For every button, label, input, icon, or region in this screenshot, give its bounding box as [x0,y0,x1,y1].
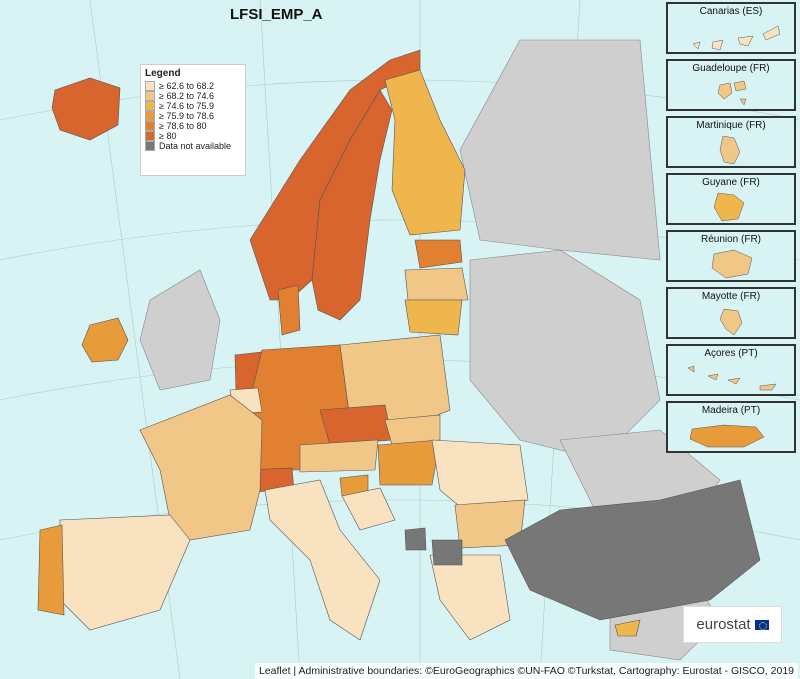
inset-label: Réunion (FR) [700,234,762,245]
inset-maps: Canarias (ES) Guadeloupe (FR) Martinique… [666,2,798,458]
legend-swatch [145,101,155,111]
legend-title: Legend [145,68,181,79]
inset-label: Martinique (FR) [696,120,766,131]
region-greece[interactable] [429,554,511,641]
region-latvia[interactable] [404,267,469,301]
legend: Legend ≥ 62.6 to 68.2 ≥ 68.2 to 74.6 ≥ 7… [140,64,246,176]
inset-label: Guadeloupe (FR) [692,63,770,74]
legend-swatch [145,131,155,141]
inset-martinique[interactable]: Martinique (FR) [666,116,796,168]
inset-reunion[interactable]: Réunion (FR) [666,230,796,282]
eu-flag-icon [754,619,769,630]
legend-item: ≥ 74.6 to 75.9 [145,101,241,111]
inset-label: Canarias (ES) [699,6,763,17]
legend-item: ≥ 78.6 to 80 [145,121,241,131]
inset-label: Madeira (PT) [701,405,761,416]
legend-swatch [145,111,155,121]
region-hungary[interactable] [377,439,441,486]
region-france[interactable] [139,394,263,541]
inset-guadeloupe[interactable]: Guadeloupe (FR) [666,59,796,111]
legend-item: ≥ 62.6 to 68.2 [145,81,241,91]
inset-guyane[interactable]: Guyane (FR) [666,173,796,225]
legend-item: ≥ 80 [145,131,241,141]
legend-item: ≥ 75.9 to 78.6 [145,111,241,121]
legend-swatch [145,91,155,101]
region-ireland[interactable] [81,317,129,363]
inset-label: Guyane (FR) [702,177,760,188]
region-italy[interactable] [264,479,381,641]
legend-swatch [145,81,155,91]
region-estonia[interactable] [414,239,463,269]
region-denmark[interactable] [277,284,301,336]
inset-madeira[interactable]: Madeira (PT) [666,401,796,453]
inset-label: Açores (PT) [704,348,758,359]
region-portugal[interactable] [37,524,65,616]
region-sweden[interactable] [311,89,393,321]
region-finland[interactable] [384,69,466,236]
map-attribution[interactable]: Leaflet | Administrative boundaries: ©Eu… [254,663,798,679]
legend-item: ≥ 68.2 to 74.6 [145,91,241,101]
legend-swatch [145,121,155,131]
region-turkey[interactable] [504,479,761,621]
region-austria[interactable] [299,439,379,473]
inset-canarias[interactable]: Canarias (ES) [666,2,796,54]
inset-mayotte[interactable]: Mayotte (FR) [666,287,796,339]
region-croatia[interactable] [341,487,396,531]
region-iceland[interactable] [51,77,121,141]
eurostat-logo: eurostat [683,606,782,643]
region-spain[interactable] [59,514,191,631]
inset-acores[interactable]: Açores (PT) [666,344,796,396]
inset-label: Mayotte (FR) [701,291,761,302]
map-title: LFSI_EMP_A [230,6,323,23]
region-cyprus[interactable] [614,619,641,637]
region-czechia[interactable] [319,404,393,446]
region-lithuania[interactable] [404,299,463,336]
region-north-macedonia[interactable] [431,539,463,566]
legend-item: Data not available [145,141,241,151]
legend-swatch [145,141,155,151]
region-montenegro[interactable] [404,527,427,551]
